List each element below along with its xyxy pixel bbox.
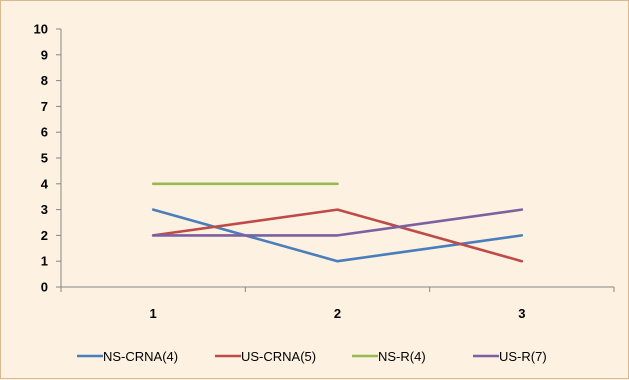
- y-tick-labels: 0 1 2 3 4 5 6 7 8 9 10: [34, 22, 49, 295]
- legend-label-ns-crna-4: NS-CRNA(4): [103, 349, 178, 364]
- y-tick-label: 4: [41, 176, 49, 191]
- y-tick-label: 10: [34, 22, 48, 37]
- series-line-us-crna-5: [151, 208, 524, 263]
- legend-label-ns-r-4: NS-R(4): [378, 349, 426, 364]
- x-tick-label: 1: [150, 306, 157, 321]
- x-tick-labels: 1 2 3: [150, 306, 526, 321]
- y-tick-label: 3: [41, 202, 48, 217]
- series-line-us-r-7: [151, 208, 524, 237]
- axes: [56, 28, 615, 292]
- series-lines: [151, 182, 524, 263]
- legend-label-us-r-7: US-R(7): [499, 349, 547, 364]
- y-tick-label: 6: [41, 125, 48, 140]
- y-tick-label: 1: [41, 254, 48, 269]
- legend-label-us-crna-5: US-CRNA(5): [241, 349, 316, 364]
- y-tick-label: 7: [41, 99, 48, 114]
- legend: NS-CRNA(4) US-CRNA(5) NS-R(4) US-R(7): [77, 349, 547, 364]
- x-tick-label: 3: [518, 306, 525, 321]
- y-tick-label: 8: [41, 73, 48, 88]
- y-tick-label: 5: [41, 151, 48, 166]
- x-tick-label: 2: [334, 306, 341, 321]
- y-tick-label: 9: [41, 47, 48, 62]
- y-tick-label: 2: [41, 228, 48, 243]
- y-tick-label: 0: [41, 280, 48, 295]
